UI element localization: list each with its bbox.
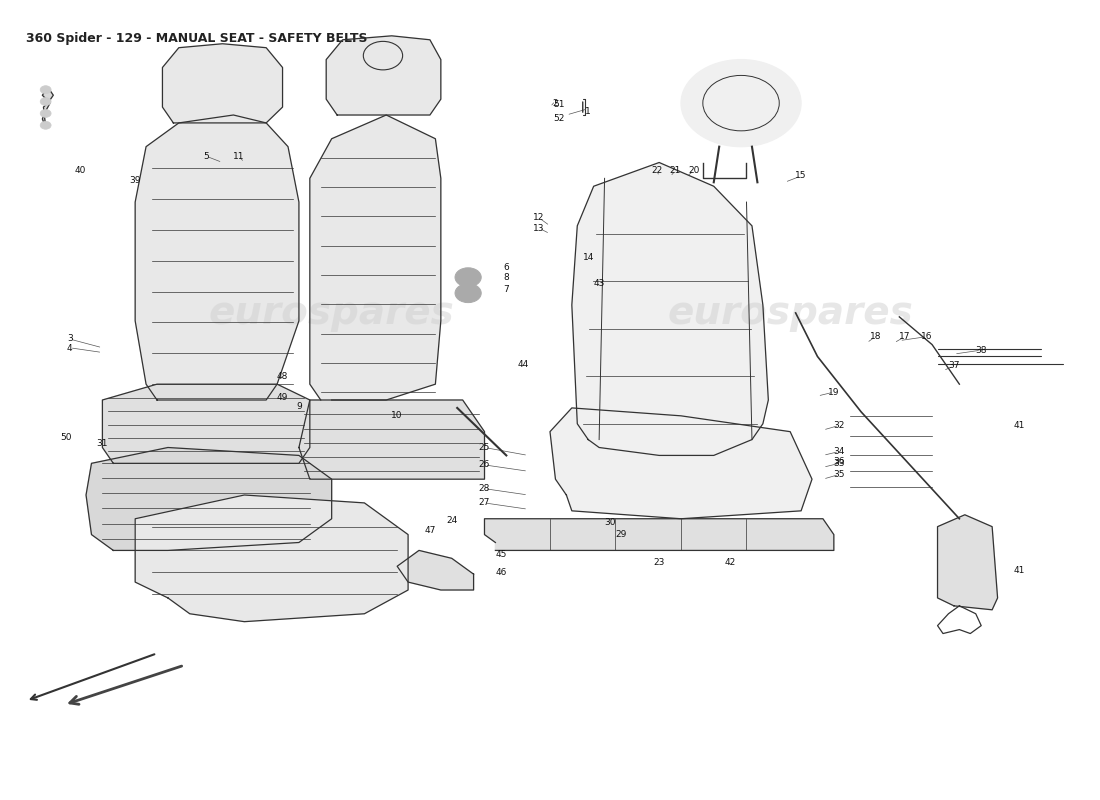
Text: 24: 24 — [447, 516, 458, 525]
Text: 43: 43 — [593, 279, 605, 288]
Text: 25: 25 — [478, 443, 491, 452]
Text: 17: 17 — [899, 332, 911, 341]
Text: 51: 51 — [553, 100, 564, 110]
Text: 34: 34 — [834, 447, 845, 456]
Text: 50: 50 — [60, 433, 73, 442]
Text: 41: 41 — [1014, 566, 1025, 574]
Text: 41: 41 — [1014, 421, 1025, 430]
Circle shape — [41, 98, 51, 106]
Text: 45: 45 — [495, 550, 507, 559]
Text: 27: 27 — [478, 498, 491, 507]
Text: 8: 8 — [504, 273, 509, 282]
Polygon shape — [310, 115, 441, 400]
Polygon shape — [299, 400, 484, 479]
Polygon shape — [327, 36, 441, 115]
Text: 35: 35 — [834, 470, 845, 479]
Text: 33: 33 — [834, 459, 845, 468]
Polygon shape — [397, 550, 474, 590]
Text: 2: 2 — [552, 98, 559, 108]
Text: 49: 49 — [277, 393, 288, 402]
Polygon shape — [163, 44, 283, 123]
Text: 44: 44 — [517, 360, 528, 369]
Circle shape — [41, 86, 51, 94]
Polygon shape — [43, 87, 53, 127]
Text: 42: 42 — [725, 558, 736, 566]
Text: eurospares: eurospares — [668, 294, 913, 332]
Text: 39: 39 — [130, 176, 141, 186]
Text: 26: 26 — [478, 461, 491, 470]
Polygon shape — [135, 115, 299, 400]
Circle shape — [455, 284, 481, 302]
Text: 3: 3 — [67, 334, 73, 342]
Polygon shape — [484, 518, 834, 550]
Polygon shape — [572, 162, 768, 455]
Text: 20: 20 — [689, 166, 700, 175]
Polygon shape — [102, 384, 310, 463]
Polygon shape — [86, 447, 332, 550]
Text: eurospares: eurospares — [209, 294, 454, 332]
Text: 28: 28 — [478, 484, 491, 493]
Text: 6: 6 — [504, 262, 509, 271]
Text: 21: 21 — [670, 166, 681, 175]
Text: 30: 30 — [604, 518, 616, 527]
Text: 52: 52 — [553, 114, 564, 123]
Text: 48: 48 — [277, 372, 288, 381]
Polygon shape — [937, 514, 998, 610]
Text: 5: 5 — [204, 152, 209, 161]
Text: 31: 31 — [97, 439, 108, 448]
Text: 16: 16 — [921, 332, 933, 341]
Text: 47: 47 — [425, 526, 436, 535]
Text: 37: 37 — [948, 362, 959, 370]
Polygon shape — [135, 495, 408, 622]
Text: 7: 7 — [504, 285, 509, 294]
Text: 40: 40 — [75, 166, 86, 175]
Text: 36: 36 — [834, 458, 845, 466]
Text: 22: 22 — [651, 166, 662, 175]
Circle shape — [455, 268, 481, 286]
Text: 29: 29 — [615, 530, 627, 539]
Polygon shape — [550, 408, 812, 518]
Circle shape — [41, 110, 51, 118]
Text: 11: 11 — [233, 152, 244, 161]
Circle shape — [681, 59, 801, 146]
Text: 23: 23 — [653, 558, 664, 566]
Text: 9: 9 — [296, 402, 301, 411]
Text: 13: 13 — [534, 224, 544, 233]
Text: 38: 38 — [976, 346, 987, 354]
Text: 360 Spider - 129 - MANUAL SEAT - SAFETY BELTS: 360 Spider - 129 - MANUAL SEAT - SAFETY … — [26, 32, 367, 45]
Circle shape — [41, 122, 51, 130]
Text: 18: 18 — [870, 332, 881, 341]
Text: 19: 19 — [828, 387, 839, 397]
Text: 12: 12 — [534, 214, 544, 222]
Text: 4: 4 — [67, 344, 73, 353]
Text: 10: 10 — [392, 411, 403, 420]
Text: 14: 14 — [583, 253, 594, 262]
Text: 32: 32 — [834, 421, 845, 430]
Text: 46: 46 — [495, 568, 507, 577]
Text: 15: 15 — [795, 171, 806, 181]
Text: 1: 1 — [585, 106, 591, 115]
